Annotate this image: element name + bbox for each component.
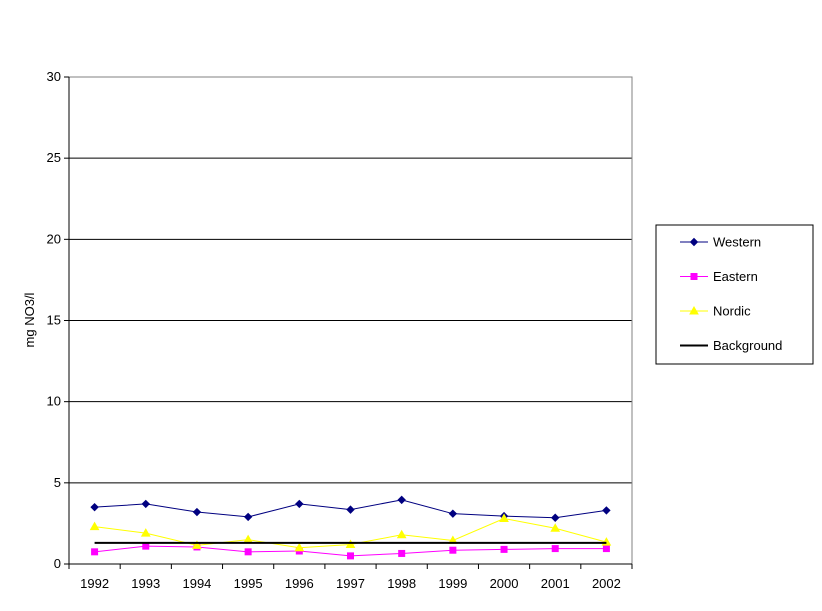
legend-label: Eastern [713,269,758,284]
data-point [396,529,407,539]
x-tick-label: 1995 [234,576,263,591]
data-point [500,545,508,553]
series-western [90,495,611,522]
x-tick-label: 1992 [80,576,109,591]
y-tick-label: 15 [47,313,61,328]
y-tick-label: 25 [47,150,61,165]
data-point [140,528,151,537]
y-axis-ticks: 0 5 10 15 20 25 30 [47,69,69,571]
data-point [91,548,99,556]
data-point [244,548,252,556]
x-tick-label: 1999 [438,576,467,591]
data-point [192,507,202,517]
x-axis-ticks: 1992 1993 1994 1995 1996 1997 1998 1999 2000 2001… [68,564,633,591]
x-tick-label: 1996 [285,576,314,591]
data-point [90,502,99,512]
data-point [89,521,100,531]
legend-item-background: Background [680,338,782,353]
series-nordic [89,513,612,552]
legend-item-nordic: Nordic [680,304,751,319]
y-tick-label: 20 [47,231,61,246]
data-point [690,273,698,280]
legend-label: Background [713,338,782,353]
data-point [449,546,457,554]
legend-item-western: Western [680,235,761,250]
data-point [689,305,699,315]
series-layer [89,495,612,560]
x-tick-label: 2001 [541,576,570,591]
data-point [448,509,458,518]
x-tick-label: 2000 [490,576,519,591]
data-point [192,540,202,549]
data-point [294,542,305,552]
data-point [550,523,561,532]
y-tick-label: 30 [47,69,61,84]
data-point [142,542,150,550]
data-point [602,506,611,515]
data-point [243,512,253,522]
data-point [347,552,354,560]
y-tick-label: 0 [54,556,61,571]
x-tick-label: 1993 [131,576,160,591]
data-point [397,495,406,505]
x-tick-label: 1998 [387,576,416,591]
legend-box [655,224,814,365]
x-tick-label: 1994 [182,576,211,591]
data-point [345,539,356,549]
y-tick-label: 10 [47,394,61,409]
data-point [499,513,509,523]
data-point [551,513,560,522]
data-point [602,545,610,553]
data-point [295,499,304,509]
y-tick-label: 5 [54,475,61,490]
legend-item-eastern: Eastern [680,269,758,284]
y-axis-label: mg NO3/l [22,292,37,347]
data-point [141,499,150,509]
data-point [689,237,699,247]
x-tick-label: 1997 [336,576,365,591]
data-point [398,549,406,557]
legend: Western Eastern Nordic Background [655,224,814,365]
legend-label: Western [713,235,761,250]
x-tick-label: 2002 [592,576,621,591]
data-point [346,505,355,514]
legend-label: Nordic [713,304,751,319]
data-point [551,545,559,553]
